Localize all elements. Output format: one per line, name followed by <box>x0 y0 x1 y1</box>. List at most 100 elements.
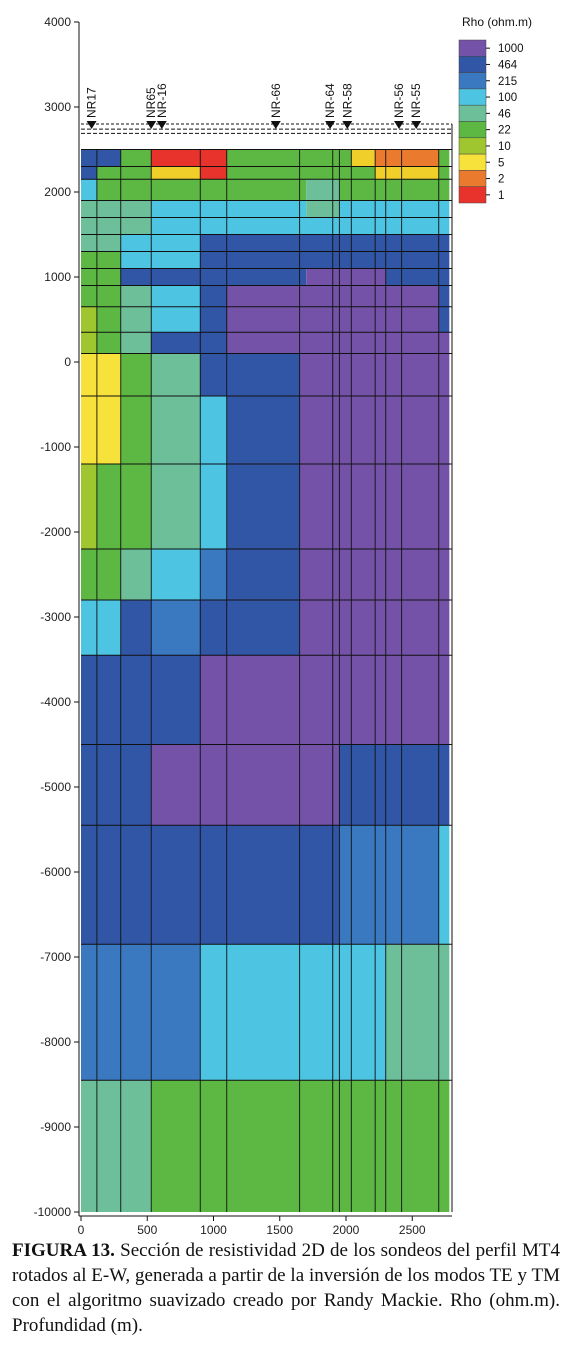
cell-r10-c3 <box>151 332 201 354</box>
y-tick-label-1: 3000 <box>44 100 71 114</box>
y-tick-label-2: 2000 <box>44 185 71 199</box>
station-label-7: NR-55 <box>409 83 423 118</box>
cell-r19-c1 <box>200 944 386 1081</box>
cell-r7-c2 <box>200 268 307 286</box>
legend-label-3: 100 <box>498 92 517 104</box>
cell-r18-c0 <box>81 825 340 945</box>
cell-r8-c1 <box>120 285 152 307</box>
legend-swatch-8 <box>458 170 487 187</box>
cell-r0-c5 <box>332 149 352 167</box>
y-tick-label-5: -1000 <box>40 440 71 454</box>
y-tick-label-10: -6000 <box>40 865 71 879</box>
cell-r12-c3 <box>200 396 227 464</box>
legend-label-7: 5 <box>498 157 504 169</box>
cell-r0-c2 <box>151 149 201 167</box>
cell-r0-c4 <box>226 149 333 167</box>
cell-r9-c3 <box>151 306 201 333</box>
cell-r12-c4 <box>226 396 300 464</box>
caption-text: Sección de resistividad 2D de los sondeo… <box>12 1240 560 1336</box>
legend-label-8: 2 <box>498 174 504 186</box>
legend-swatch-2 <box>458 72 487 90</box>
cell-r2-c3 <box>339 179 450 201</box>
surface-band <box>81 123 452 150</box>
cell-r1-c1 <box>96 166 152 180</box>
station-label-2: NR-16 <box>155 83 169 118</box>
station-marker-6 <box>394 121 404 129</box>
cell-r7-c1 <box>120 268 201 286</box>
cell-r8-c3 <box>200 285 227 307</box>
cell-r8-c2 <box>151 285 201 307</box>
legend-swatch-1 <box>458 56 487 73</box>
station-label-6: NR-56 <box>392 83 406 118</box>
cell-r12-c0 <box>81 396 121 464</box>
axes: 4000 3000 2000 1000 0 -1000 -2000 -3000 -4000 -50… <box>34 15 452 1237</box>
cell-r1-c4 <box>226 166 352 180</box>
cell-r11-c5 <box>299 353 450 396</box>
cell-r8-c5 <box>438 285 450 307</box>
legend-swatch-7 <box>458 153 487 171</box>
cell-gridlines <box>81 124 453 1212</box>
y-tick-label-8: -4000 <box>40 695 71 709</box>
cell-r6-c2 <box>200 251 450 269</box>
cell-r10-c1 <box>96 332 121 354</box>
cell-r15-c5 <box>299 600 450 656</box>
y-tick-label-7: -3000 <box>40 610 71 624</box>
x-tick-label-0: 0 <box>78 1223 85 1237</box>
cell-r11-c1 <box>120 353 152 396</box>
cell-r15-c1 <box>120 600 152 656</box>
legend-label-2: 215 <box>498 76 517 88</box>
cell-r0-c9 <box>438 149 450 167</box>
cell-r13-c5 <box>226 464 300 549</box>
legend-swatch-3 <box>458 88 487 106</box>
cell-r0-c1 <box>120 149 152 167</box>
cell-r11-c3 <box>200 353 227 396</box>
legend-swatch-4 <box>458 104 487 122</box>
legend-swatch-5 <box>458 121 487 139</box>
station-marker-5 <box>342 121 353 129</box>
cell-r9-c2 <box>120 306 152 333</box>
cell-r1-c7 <box>385 166 439 180</box>
figure-caption: FIGURA 13. Sección de resistividad 2D de… <box>12 1238 560 1338</box>
cell-r9-c0 <box>81 306 97 333</box>
y-tick-label-12: -8000 <box>40 1035 71 1049</box>
cell-r1-c3 <box>200 166 227 180</box>
cell-r14-c3 <box>200 549 227 600</box>
cell-r14-c2 <box>151 549 201 600</box>
cell-r5-c2 <box>200 234 450 252</box>
cell-r4-c0 <box>81 217 152 235</box>
cell-r17-c1 <box>151 744 340 826</box>
cell-r1-c8 <box>438 166 450 180</box>
cell-r7-c4 <box>385 268 450 286</box>
cell-r9-c6 <box>438 306 450 333</box>
legend-title: Rho (ohm.m) <box>462 15 532 29</box>
y-tick-label-13: -9000 <box>40 1120 71 1134</box>
cell-r18-c1 <box>339 825 439 945</box>
legend: Rho (ohm.m) 1000 464 215 100 46 22 10 5 2 1 <box>458 15 532 204</box>
cell-r3-c2 <box>306 200 340 218</box>
cell-r7-c0 <box>81 268 121 286</box>
cell-r0-c6 <box>351 149 376 167</box>
station-label-0: NR17 <box>85 87 99 118</box>
legend-swatch-0 <box>458 39 487 57</box>
cell-r17-c0 <box>81 744 152 826</box>
legend-label-6: 10 <box>498 141 511 153</box>
cell-r11-c0 <box>81 353 121 396</box>
cell-r11-c2 <box>151 353 201 396</box>
x-tick-label-1: 500 <box>137 1223 157 1237</box>
legend-label-0: 1000 <box>498 43 524 55</box>
cell-r1-c5 <box>351 166 376 180</box>
y-tick-label-3: 1000 <box>44 270 71 284</box>
cell-r15-c0 <box>81 600 121 656</box>
cell-r13-c1 <box>96 464 121 549</box>
cell-r10-c0 <box>81 332 97 354</box>
cell-r10-c5 <box>226 332 450 354</box>
y-tick-label-9: -5000 <box>40 780 71 794</box>
cell-r2-c2 <box>306 179 340 201</box>
cell-r3-c3 <box>339 200 450 218</box>
station-label-5: NR-58 <box>340 83 354 118</box>
cell-r15-c2 <box>151 600 201 656</box>
cell-r12-c1 <box>120 396 152 464</box>
station-marker-0 <box>86 121 97 129</box>
cell-r3-c0 <box>81 200 152 218</box>
